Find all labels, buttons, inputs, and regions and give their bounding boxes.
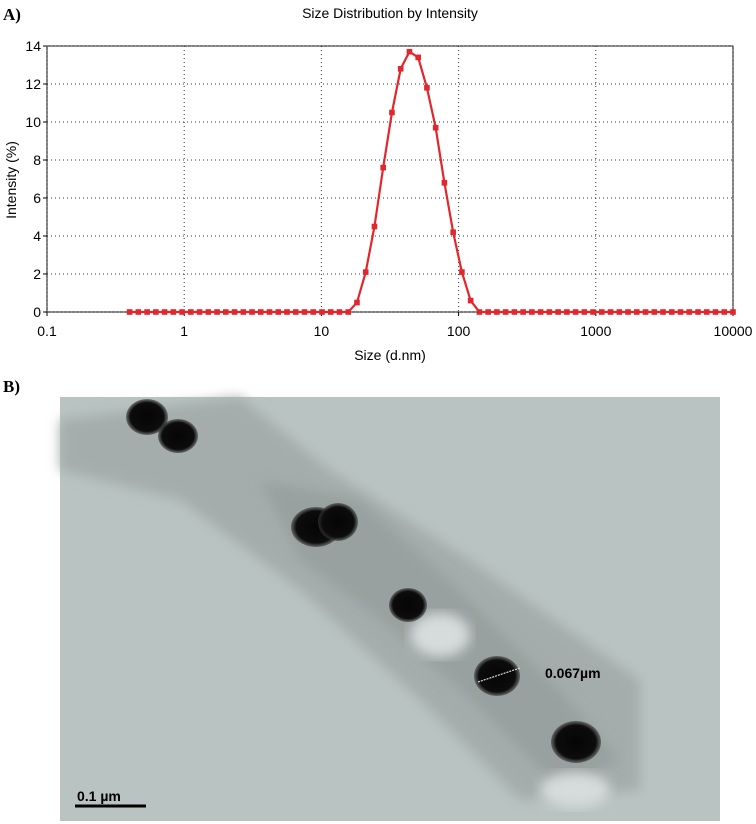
x-tick-label: 1 [180, 323, 188, 339]
marker [170, 309, 177, 315]
marker [179, 309, 185, 315]
y-tick-label: 6 [33, 190, 41, 206]
marker [520, 309, 526, 315]
marker [625, 309, 631, 315]
plot-frame [46, 45, 734, 313]
marker [222, 309, 229, 315]
marker [345, 309, 352, 315]
marker [205, 309, 212, 315]
marker [292, 309, 299, 315]
marker [668, 309, 675, 315]
y-tick-label: 2 [33, 266, 41, 282]
chart-title: Size Distribution by Intensity [302, 5, 478, 21]
marker [581, 309, 588, 315]
marker [634, 309, 640, 315]
x-tick-label: 10 [314, 323, 330, 339]
marker [126, 309, 133, 315]
x-axis-label: Size (d.nm) [354, 347, 426, 363]
marker [389, 109, 395, 116]
y-tick-label: 8 [33, 152, 41, 168]
y-tick-label: 14 [25, 38, 41, 54]
marker [467, 297, 474, 304]
marker [187, 309, 194, 315]
marker [284, 309, 290, 315]
marker [310, 309, 317, 315]
marker [686, 309, 693, 315]
marker [231, 309, 238, 315]
marker [424, 85, 430, 91]
marker [572, 309, 579, 315]
y-tick-label: 12 [25, 76, 41, 92]
tem-image [60, 397, 720, 821]
marker [599, 309, 605, 315]
marker [380, 164, 386, 171]
marker [406, 48, 413, 55]
marker [319, 309, 325, 315]
marker [590, 309, 596, 315]
marker [502, 309, 509, 315]
marker [249, 309, 255, 315]
marker [275, 309, 282, 315]
marker [529, 309, 535, 315]
marker [441, 180, 448, 186]
y-tick-label: 0 [33, 304, 41, 320]
marker [511, 309, 518, 315]
marker [485, 309, 491, 315]
marker [153, 309, 159, 315]
marker [196, 309, 203, 315]
marker [695, 309, 701, 315]
marker [642, 309, 649, 315]
marker [476, 309, 483, 315]
marker [450, 229, 456, 235]
panel-label: B) [3, 377, 20, 396]
marker [555, 309, 561, 315]
marker [432, 124, 439, 131]
marker [240, 309, 247, 315]
marker [144, 309, 150, 315]
x-tick-label: 1000 [580, 323, 611, 339]
marker [721, 309, 728, 315]
marker [660, 309, 666, 315]
marker [459, 269, 465, 275]
marker [214, 309, 220, 315]
marker [494, 309, 500, 315]
y-tick-label: 10 [25, 114, 41, 130]
marker [564, 309, 570, 315]
marker [301, 309, 308, 315]
y-tick-label: 4 [33, 228, 41, 244]
panel-label: A) [3, 5, 21, 24]
marker [135, 309, 142, 315]
marker [703, 309, 710, 315]
marker [266, 309, 273, 315]
marker [336, 309, 343, 315]
marker [257, 309, 264, 315]
marker [371, 223, 378, 230]
scale-bar-label: 0.1 µm [77, 788, 121, 804]
marker [397, 66, 404, 72]
marker [730, 309, 736, 315]
marker [161, 309, 168, 315]
y-axis-label: Intensity (%) [3, 141, 19, 219]
marker [616, 309, 623, 315]
marker [354, 299, 360, 306]
marker [537, 309, 544, 315]
marker [362, 269, 369, 275]
measurement-label: 0.067µm [545, 665, 601, 681]
marker [415, 54, 421, 61]
marker [327, 309, 334, 315]
series-line [129, 50, 733, 314]
x-tick-label: 10000 [714, 323, 753, 339]
marker [712, 309, 719, 315]
x-tick-label: 100 [447, 323, 471, 339]
marker [546, 309, 553, 315]
marker [651, 309, 658, 315]
marker [607, 309, 614, 315]
marker [677, 309, 684, 315]
x-tick-label: 0.1 [37, 323, 57, 339]
